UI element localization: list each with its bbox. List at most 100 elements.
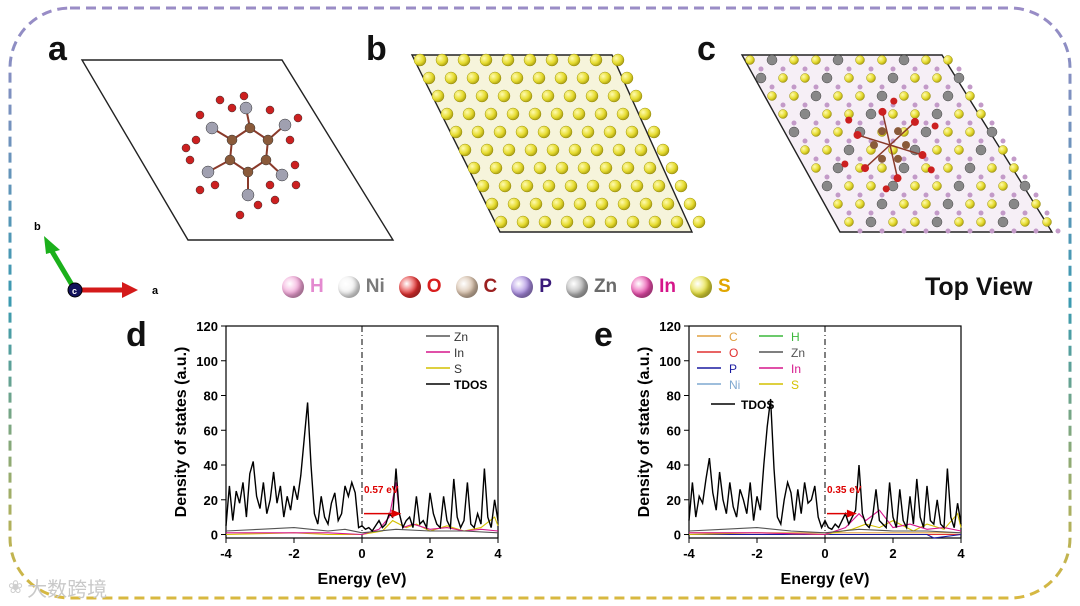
s-atom	[910, 73, 920, 83]
zn-atom	[898, 54, 910, 66]
in-atom	[1011, 156, 1017, 162]
zn-atom	[865, 108, 877, 120]
in-atom	[1022, 174, 1028, 180]
in-atom	[978, 174, 984, 180]
s-atom	[639, 197, 653, 211]
s-atom	[528, 107, 542, 121]
s-atom	[510, 71, 524, 85]
in-atom	[912, 102, 918, 108]
h-atom-icon	[282, 276, 304, 298]
zn-atom	[942, 90, 954, 102]
x-tick-label: -2	[288, 546, 300, 561]
zn-atom	[953, 72, 965, 84]
s-atom	[594, 107, 608, 121]
in-atom	[824, 174, 830, 180]
s-atom	[877, 163, 887, 173]
s-atom	[502, 143, 516, 157]
s-atom	[604, 215, 618, 229]
in-atom	[824, 138, 830, 144]
atom	[293, 113, 303, 123]
s-atom	[608, 179, 622, 193]
s-atom	[910, 181, 920, 191]
s-atom	[524, 143, 538, 157]
c-atom	[878, 154, 886, 163]
s-atom	[516, 215, 530, 229]
in-atom	[868, 210, 874, 216]
in-atom	[824, 102, 830, 108]
legend-label: In	[659, 276, 677, 297]
in-atom	[879, 84, 885, 90]
legend-entry: TDOS	[741, 398, 774, 412]
s-atom	[453, 89, 467, 103]
in-atom	[934, 210, 940, 216]
zn-atom	[997, 216, 1009, 228]
s-atom	[559, 125, 573, 139]
in-atom	[967, 228, 973, 234]
s-atom	[670, 215, 684, 229]
s-atom	[520, 179, 534, 193]
top-view-label: Top View	[925, 273, 1033, 301]
zn-atom	[931, 216, 943, 228]
atom	[205, 121, 219, 135]
s-atom	[550, 107, 564, 121]
s-atom	[625, 125, 639, 139]
zn-atom	[986, 126, 998, 138]
s-atom	[844, 217, 854, 227]
zn-atom	[964, 162, 976, 174]
s-atom	[493, 125, 507, 139]
s-atom	[998, 145, 1008, 155]
s-atom	[617, 197, 631, 211]
s-atom	[745, 55, 755, 65]
s-atom	[431, 89, 445, 103]
s-atom	[866, 73, 876, 83]
in-atom	[978, 102, 984, 108]
x-tick-label: 4	[494, 546, 502, 561]
atom	[191, 135, 201, 145]
s-atom	[519, 89, 533, 103]
in-atom	[901, 120, 907, 126]
in-atom	[901, 228, 907, 234]
s-atom	[599, 161, 613, 175]
in-atom	[912, 210, 918, 216]
s-atom	[515, 125, 529, 139]
s-atom	[965, 91, 975, 101]
zn-atom	[887, 72, 899, 84]
zn-atom	[898, 162, 910, 174]
s-atom	[976, 181, 986, 191]
atom	[235, 210, 245, 220]
s-atom	[943, 127, 953, 137]
zn-atom	[876, 90, 888, 102]
atom	[275, 168, 289, 182]
s-atom	[573, 197, 587, 211]
bond	[864, 144, 891, 169]
in-atom	[1000, 138, 1006, 144]
o-atom	[841, 160, 849, 168]
in-atom	[1000, 174, 1006, 180]
s-atom	[466, 71, 480, 85]
s-atom	[458, 143, 472, 157]
in-atom	[956, 66, 962, 72]
s-atom	[811, 127, 821, 137]
in-atom	[934, 66, 940, 72]
s-atom	[855, 91, 865, 101]
s-atom	[485, 197, 499, 211]
s-atom	[844, 73, 854, 83]
s-atom	[683, 197, 697, 211]
legend-entry: S	[791, 378, 799, 392]
in-atom	[1022, 210, 1028, 216]
legend-label: Ni	[365, 276, 385, 297]
in-atom	[813, 84, 819, 90]
watermark-logo-icon: ❀	[8, 577, 24, 597]
y-tick-label: 0	[211, 528, 218, 543]
series-tdos	[688, 398, 962, 531]
gap-annotation: 0.57 eV	[364, 485, 399, 496]
series-zn	[688, 527, 962, 534]
in-atom	[813, 156, 819, 162]
bond	[889, 144, 923, 156]
in-atom	[780, 102, 786, 108]
in-atom	[956, 102, 962, 108]
s-atom	[507, 197, 521, 211]
s-atom	[494, 215, 508, 229]
s-atom	[629, 89, 643, 103]
